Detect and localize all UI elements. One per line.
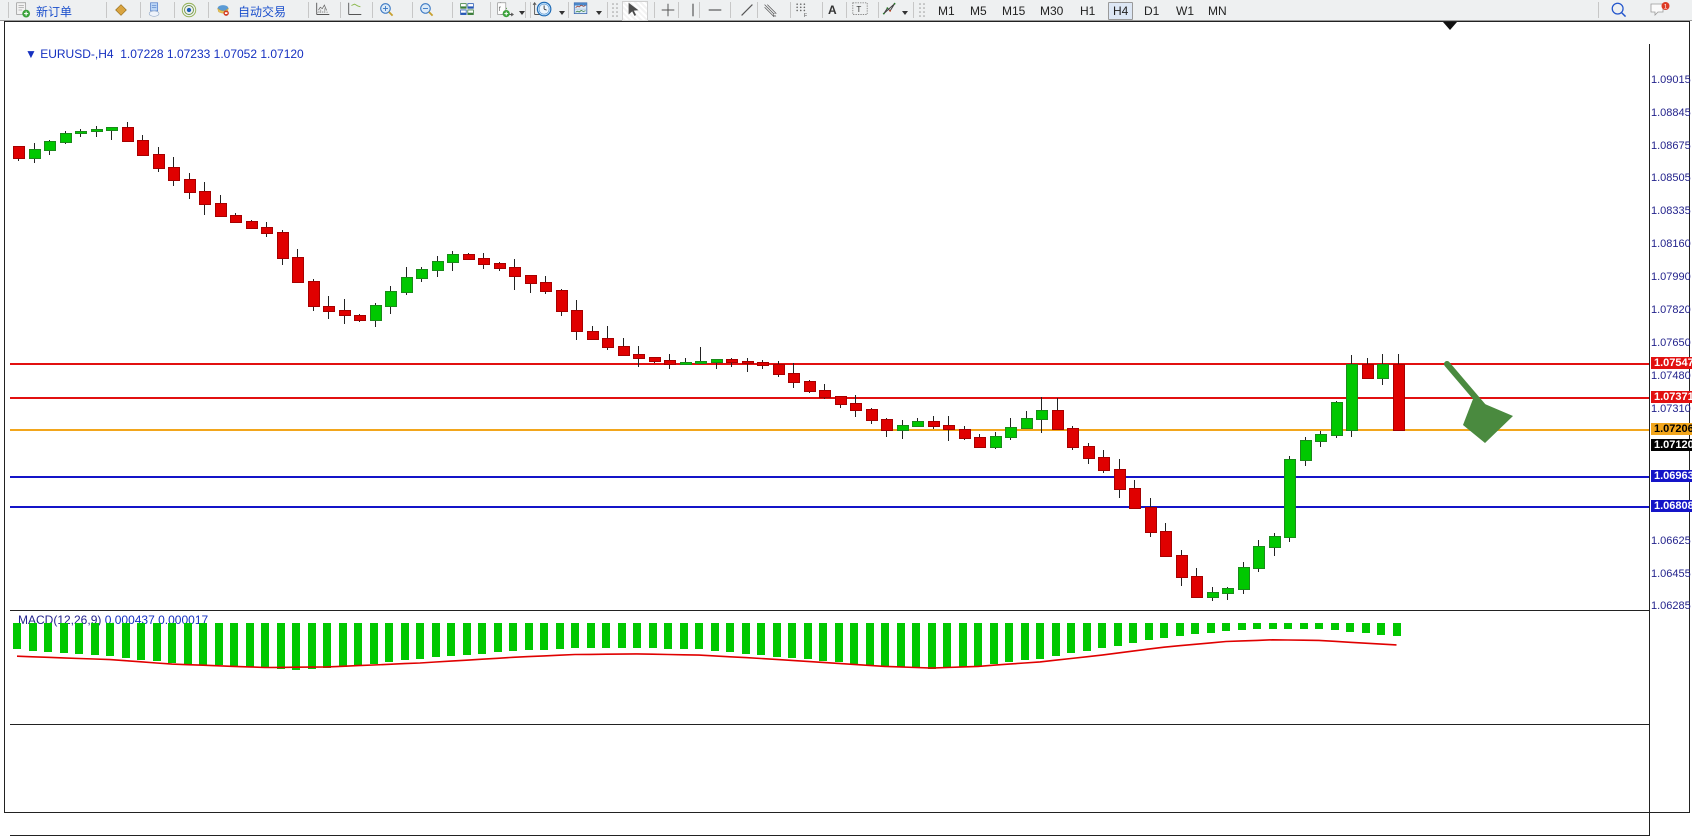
svg-text:f: f bbox=[499, 6, 501, 13]
svg-text:F: F bbox=[804, 13, 808, 19]
svg-text:E: E bbox=[773, 13, 777, 19]
svg-text:1: 1 bbox=[1664, 3, 1668, 10]
svg-text:T: T bbox=[856, 5, 861, 14]
